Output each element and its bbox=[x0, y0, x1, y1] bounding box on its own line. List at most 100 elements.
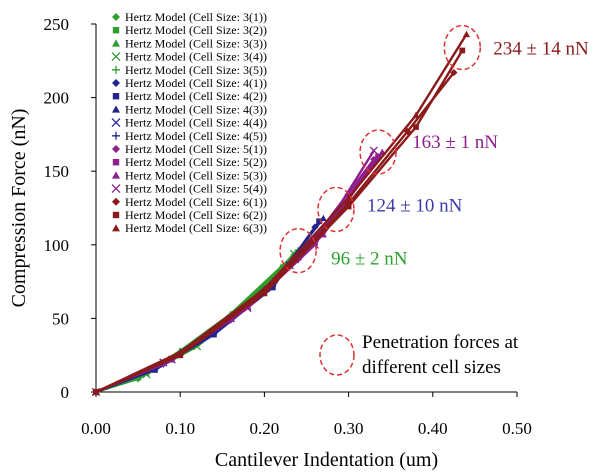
legend-label: Hertz Model (Cell Size: 5(1)) bbox=[125, 142, 267, 156]
triangle-marker bbox=[112, 171, 120, 179]
x-tick-label: 0.20 bbox=[250, 419, 280, 438]
triangle-marker bbox=[92, 388, 100, 395]
legend-item: Hertz Model (Cell Size: 4(1)) bbox=[112, 76, 267, 90]
square-marker bbox=[211, 331, 217, 338]
series-line bbox=[95, 208, 342, 394]
series-line bbox=[95, 33, 468, 394]
note-circle bbox=[319, 334, 355, 376]
penetration-force-label: 96 ± 2 nN bbox=[331, 249, 408, 270]
penetration-circle bbox=[279, 227, 317, 274]
x-tick-label: 0.40 bbox=[418, 419, 448, 438]
diamond-marker bbox=[345, 199, 353, 208]
y-tick-label: 50 bbox=[52, 309, 69, 328]
legend-item: Hertz Model (Cell Size: 3(1)) bbox=[112, 10, 267, 24]
legend-item: Hertz Model (Cell Size: 4(3)) bbox=[112, 102, 267, 116]
penetration-note: Penetration forces at different cell size… bbox=[319, 332, 519, 378]
y-tick-label: 250 bbox=[44, 15, 70, 34]
series-line bbox=[95, 249, 299, 394]
legend-item: Hertz Model (Cell Size: 5(3)) bbox=[112, 168, 267, 182]
triangle-marker bbox=[462, 30, 471, 38]
legend-item: Hertz Model (Cell Size: 6(3)) bbox=[112, 221, 267, 235]
x-marker bbox=[111, 184, 121, 194]
legend-label: Hertz Model (Cell Size: 4(1)) bbox=[125, 76, 267, 90]
y-tick-label: 150 bbox=[44, 162, 70, 181]
diamond-marker bbox=[112, 145, 120, 153]
legend-label: Hertz Model (Cell Size: 6(3)) bbox=[125, 221, 267, 235]
x-axis-label: Cantilever Indentation (um) bbox=[215, 449, 438, 471]
penetration-force-label: 163 ± 1 nN bbox=[412, 132, 498, 153]
y-tick-label: 0 bbox=[61, 383, 70, 402]
tick-labels: 0.00 0.10 0.20 0.30 0.40 0.50 0 50 100 150 200 250 bbox=[44, 15, 532, 438]
triangle-marker bbox=[176, 348, 184, 356]
x-tick-label: 0.50 bbox=[502, 419, 532, 438]
annotations: 96 ± 2 nN 124 ± 10 nN 163 ± 1 nN 234 ± 14 n… bbox=[331, 39, 589, 270]
legend-item: Hertz Model (Cell Size: 4(2)) bbox=[112, 89, 267, 103]
series bbox=[92, 244, 306, 395]
triangle-marker bbox=[412, 111, 420, 119]
legend-label: Hertz Model (Cell Size: 4(5)) bbox=[125, 129, 267, 143]
square-marker bbox=[316, 218, 323, 225]
square-marker bbox=[177, 352, 184, 359]
legend-label: Hertz Model (Cell Size: 6(2)) bbox=[125, 208, 267, 222]
plus-marker bbox=[112, 131, 120, 140]
square-marker bbox=[269, 284, 276, 291]
y-tick-label: 200 bbox=[44, 89, 70, 108]
legend-label: Hertz Model (Cell Size: 6(1)) bbox=[125, 195, 267, 209]
series bbox=[92, 30, 471, 395]
axes bbox=[91, 23, 518, 397]
legend-label: Hertz Model (Cell Size: 3(4)) bbox=[125, 50, 267, 64]
penetration-force-label: 234 ± 14 nN bbox=[493, 39, 589, 60]
square-marker bbox=[112, 159, 120, 166]
legend-item: Hertz Model (Cell Size: 3(4)) bbox=[111, 50, 267, 64]
x-marker bbox=[111, 118, 121, 128]
legend-item: Hertz Model (Cell Size: 6(2)) bbox=[112, 208, 267, 222]
legend-label: Hertz Model (Cell Size: 5(4)) bbox=[125, 182, 267, 196]
series-line bbox=[95, 254, 295, 394]
square-marker bbox=[152, 367, 158, 373]
note-text: Penetration forces at bbox=[362, 332, 519, 353]
series bbox=[92, 247, 302, 396]
square-marker bbox=[459, 47, 466, 54]
penetration-circle bbox=[317, 186, 355, 233]
legend-item: Hertz Model (Cell Size: 3(2)) bbox=[112, 23, 267, 37]
triangle-marker bbox=[112, 39, 120, 47]
legend: Hertz Model (Cell Size: 3(1))Hertz Model… bbox=[111, 10, 267, 235]
x-marker bbox=[111, 52, 121, 62]
legend-item: Hertz Model (Cell Size: 5(2)) bbox=[112, 155, 267, 169]
square-marker bbox=[261, 290, 268, 297]
note-text: different cell sizes bbox=[362, 357, 501, 378]
legend-label: Hertz Model (Cell Size: 3(2)) bbox=[125, 23, 267, 37]
square-marker bbox=[112, 93, 120, 100]
diamond-marker bbox=[370, 155, 378, 164]
series-line bbox=[95, 246, 304, 394]
legend-item: Hertz Model (Cell Size: 5(1)) bbox=[112, 142, 267, 156]
legend-item: Hertz Model (Cell Size: 6(1)) bbox=[112, 195, 267, 209]
series bbox=[93, 218, 323, 395]
series-group bbox=[91, 30, 471, 397]
triangle-marker bbox=[112, 224, 120, 232]
series bbox=[92, 223, 319, 396]
legend-label: Hertz Model (Cell Size: 4(4)) bbox=[125, 116, 267, 130]
series-line bbox=[95, 49, 464, 394]
x-tick-label: 0.00 bbox=[81, 419, 111, 438]
diamond-marker bbox=[112, 79, 120, 87]
legend-label: Hertz Model (Cell Size: 5(3)) bbox=[125, 168, 267, 182]
penetration-circle bbox=[359, 129, 397, 175]
legend-item: Hertz Model (Cell Size: 3(3)) bbox=[112, 36, 267, 50]
legend-item: Hertz Model (Cell Size: 3(5)) bbox=[112, 63, 267, 77]
x-tick-label: 0.30 bbox=[334, 419, 364, 438]
legend-label: Hertz Model (Cell Size: 3(3)) bbox=[125, 36, 267, 50]
legend-label: Hertz Model (Cell Size: 4(2)) bbox=[125, 89, 267, 103]
triangle-marker bbox=[319, 214, 327, 222]
penetration-circles bbox=[279, 24, 482, 274]
legend-item: Hertz Model (Cell Size: 4(5)) bbox=[112, 129, 267, 143]
y-tick-label: 100 bbox=[44, 236, 70, 255]
series-line bbox=[95, 226, 316, 394]
square-marker bbox=[345, 203, 352, 210]
plus-marker bbox=[112, 65, 120, 74]
square-marker bbox=[112, 211, 120, 219]
legend-label: Hertz Model (Cell Size: 4(3)) bbox=[125, 102, 267, 116]
diamond-marker bbox=[450, 68, 458, 77]
penetration-force-label: 124 ± 10 nN bbox=[367, 195, 463, 216]
